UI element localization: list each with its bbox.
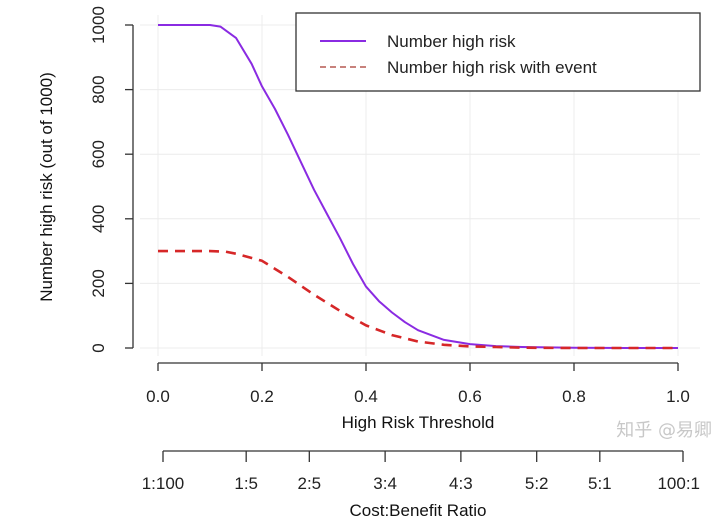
cost-benefit-tick-label: 3:4	[373, 474, 397, 493]
legend-label-number-high-risk-with-event: Number high risk with event	[387, 58, 597, 77]
series-line-number-high-risk-with-event	[158, 249, 678, 350]
series-layer	[158, 24, 678, 350]
x-tick-label: 1.0	[666, 387, 690, 406]
series-line-number-high-risk	[158, 24, 678, 349]
cost-benefit-tick-label: 5:2	[525, 474, 549, 493]
cost-benefit-tick-label: 1:5	[234, 474, 258, 493]
cost-benefit-axis-title: Cost:Benefit Ratio	[349, 501, 486, 520]
x-tick-label: 0.0	[146, 387, 170, 406]
watermark: 知乎 @易卿	[616, 420, 712, 441]
legend-label-number-high-risk: Number high risk	[387, 32, 516, 51]
x-tick-label: 0.2	[250, 387, 274, 406]
x-axis-title: High Risk Threshold	[342, 413, 495, 432]
y-tick-label: 400	[89, 205, 108, 233]
y-axis: 0 200 400 600 800 1000	[89, 6, 134, 353]
x-axis: 0.0 0.2 0.4 0.6 0.8 1.0	[146, 362, 690, 406]
cost-benefit-tick-label: 2:5	[297, 474, 321, 493]
y-tick-label: 800	[89, 75, 108, 103]
cost-benefit-axis: 1:100 1:5 2:5 3:4 4:3 5:2 5:1 100:1	[142, 450, 700, 493]
cost-benefit-tick-label: 5:1	[588, 474, 612, 493]
cost-benefit-tick-label: 100:1	[657, 474, 700, 493]
x-tick-label: 0.6	[458, 387, 482, 406]
y-tick-label: 600	[89, 140, 108, 168]
legend: Number high risk Number high risk with e…	[295, 12, 701, 92]
cost-benefit-tick-label: 4:3	[449, 474, 473, 493]
y-axis-title: Number high risk (out of 1000)	[37, 72, 56, 302]
legend-box	[295, 12, 701, 92]
x-tick-label: 0.4	[354, 387, 378, 406]
y-tick-label: 1000	[89, 6, 108, 44]
y-tick-label: 0	[89, 343, 108, 352]
cost-benefit-tick-label: 1:100	[142, 474, 185, 493]
x-tick-label: 0.8	[562, 387, 586, 406]
y-tick-label: 200	[89, 269, 108, 297]
